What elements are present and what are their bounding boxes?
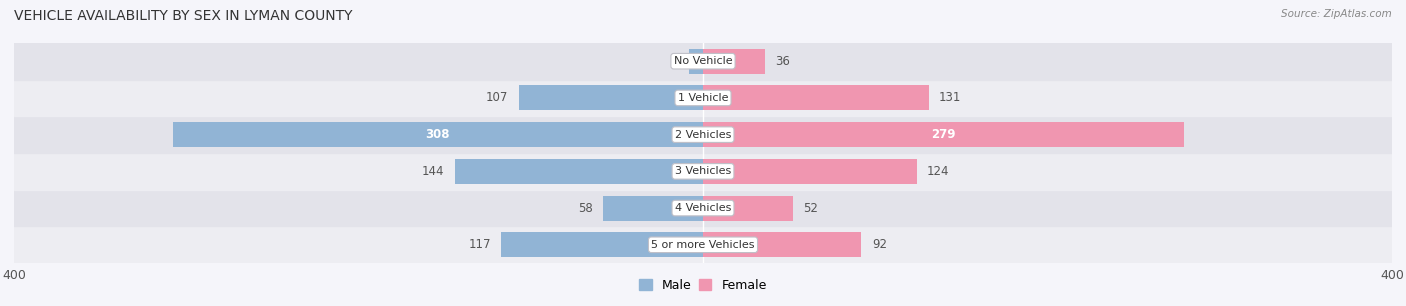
Bar [519, 85, 703, 110]
Bar [703, 122, 1184, 147]
Bar [14, 190, 1392, 226]
Text: VEHICLE AVAILABILITY BY SEX IN LYMAN COUNTY: VEHICLE AVAILABILITY BY SEX IN LYMAN COU… [14, 9, 353, 23]
Text: 58: 58 [578, 202, 593, 215]
Text: 8: 8 [672, 55, 679, 68]
Text: 4 Vehicles: 4 Vehicles [675, 203, 731, 213]
Bar [703, 85, 928, 110]
Text: Source: ZipAtlas.com: Source: ZipAtlas.com [1281, 9, 1392, 19]
Text: 117: 117 [468, 238, 491, 251]
Text: No Vehicle: No Vehicle [673, 56, 733, 66]
Bar [14, 43, 1392, 80]
Bar [456, 159, 703, 184]
Text: 279: 279 [931, 128, 956, 141]
Text: 5 or more Vehicles: 5 or more Vehicles [651, 240, 755, 250]
Text: 308: 308 [426, 128, 450, 141]
Legend: Male, Female: Male, Female [634, 274, 772, 297]
Text: 92: 92 [872, 238, 887, 251]
Bar [703, 159, 917, 184]
Bar [14, 226, 1392, 263]
Bar [14, 116, 1392, 153]
Text: 3 Vehicles: 3 Vehicles [675, 166, 731, 176]
Bar [703, 49, 765, 74]
Bar [603, 196, 703, 221]
Text: 131: 131 [939, 91, 962, 104]
Text: 52: 52 [803, 202, 818, 215]
Bar [14, 80, 1392, 116]
Bar [14, 153, 1392, 190]
Bar [703, 196, 793, 221]
Text: 124: 124 [927, 165, 949, 178]
Text: 2 Vehicles: 2 Vehicles [675, 130, 731, 140]
Text: 107: 107 [486, 91, 509, 104]
Bar [173, 122, 703, 147]
Bar [502, 232, 703, 257]
Bar [703, 232, 862, 257]
Bar [689, 49, 703, 74]
Text: 1 Vehicle: 1 Vehicle [678, 93, 728, 103]
Text: 144: 144 [422, 165, 444, 178]
Text: 36: 36 [775, 55, 790, 68]
